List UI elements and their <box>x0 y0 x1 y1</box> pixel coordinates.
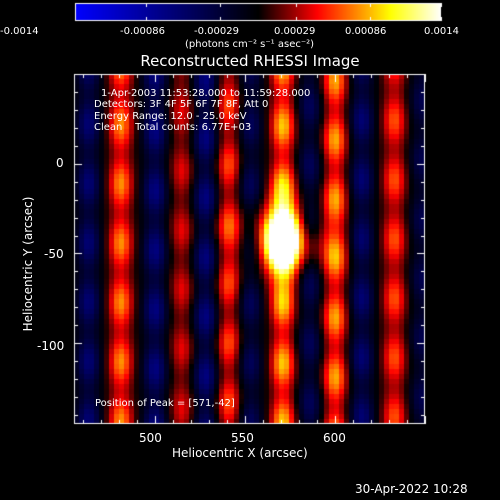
colorbar-tick-label-5: 0.0014 <box>424 26 459 37</box>
y-tick-label-0: 0 <box>56 156 64 170</box>
colorbar-tick-label-3: 0.00029 <box>274 26 316 37</box>
footer-timestamp: 30-Apr-2022 10:28 <box>355 482 468 496</box>
info-method-counts: Clean Total counts: 6.77E+03 <box>94 122 252 133</box>
x-tick-label-600: 600 <box>323 431 346 445</box>
chart-title: Reconstructed RHESSI Image <box>140 52 360 70</box>
y-tick-label-neg50: -50 <box>44 247 64 261</box>
x-tick-label-550: 550 <box>231 431 254 445</box>
peak-position-label: Position of Peak = [571,-42] <box>95 398 235 409</box>
colorbar-tick-label-2: -0.00029 <box>194 26 239 37</box>
x-axis-label: Heliocentric X (arcsec) <box>172 446 308 460</box>
info-energy-range: Energy Range: 12.0 - 25.0 keV <box>94 111 247 122</box>
x-tick-label-500: 500 <box>139 431 162 445</box>
colorbar-tick-label-1: -0.00086 <box>120 26 165 37</box>
info-detectors: Detectors: 3F 4F 5F 6F 7F 8F, Att 0 <box>94 99 269 110</box>
colorbar-tick-label-4: 0.00086 <box>345 26 387 37</box>
y-tick-label-neg100: -100 <box>37 339 65 353</box>
colorbar-tick-label-0: -0.0014 <box>0 26 39 37</box>
y-axis-label: Heliocentric Y (arcsec) <box>21 196 35 332</box>
colorbar-units-label: (photons cm⁻² s⁻¹ asec⁻²) <box>185 39 315 50</box>
info-time-range: 1-Apr-2003 11:53:28.000 to 11:59:28.000 <box>101 88 311 99</box>
